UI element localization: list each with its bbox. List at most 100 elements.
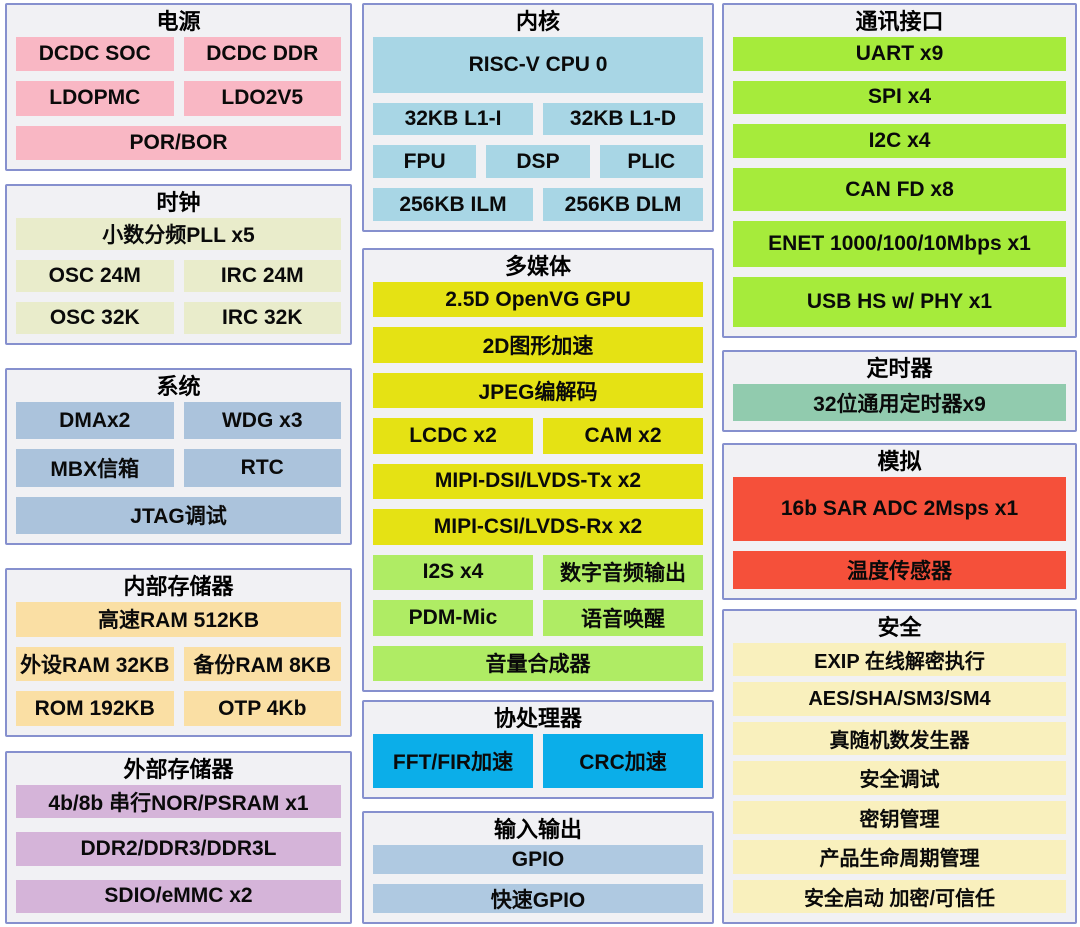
system-row: DMAx2 WDG x3 — [16, 402, 341, 440]
panel-timer-title: 定时器 — [866, 356, 933, 381]
clock-row: OSC 32K IRC 32K — [16, 302, 341, 334]
coprocessor-row: FFT/FIR加速 CRC加速 — [373, 734, 703, 788]
jpeg-codec-block: JPEG编解码 — [373, 372, 703, 409]
multimedia-row: PDM-Mic 语音唤醒 — [373, 600, 703, 636]
multimedia-row: JPEG编解码 — [373, 372, 703, 409]
panel-coprocessor: 协处理器 FFT/FIR加速 CRC加速 — [362, 700, 714, 799]
comm-row: ENET 1000/100/10Mbps x1 — [733, 221, 1066, 267]
power-row: LDOPMC LDO2V5 — [16, 81, 341, 116]
enet-x1-block: ENET 1000/100/10Mbps x1 — [733, 221, 1066, 267]
dma-x2-block: DMAx2 — [16, 402, 174, 440]
fractional-pll-x5-block: 小数分频PLL x5 — [16, 218, 341, 250]
panel-analog-rows: 16b SAR ADC 2Msps x1 温度传感器 — [733, 477, 1066, 589]
panel-system-rows: DMAx2 WDG x3 MBX信箱 RTC JTAG调试 — [16, 402, 341, 534]
panel-io: 输入输出 GPIO 快速GPIO — [362, 811, 714, 924]
security-row: 安全启动 加密/可信任 — [733, 879, 1066, 913]
panel-power: 电源 DCDC SOC DCDC DDR LDOPMC LDO2V5 POR/BOR — [5, 3, 352, 171]
panel-timer: 定时器 32位通用定时器x9 — [722, 350, 1077, 432]
security-row: EXIP 在线解密执行 — [733, 643, 1066, 677]
mipi-dsi-lvds-tx-x2-block: MIPI-DSI/LVDS-Tx x2 — [373, 463, 703, 500]
io-row: GPIO — [373, 845, 703, 874]
panel-analog-title: 模拟 — [877, 449, 922, 474]
secure-debug-block: 安全调试 — [733, 761, 1066, 795]
aes-sha-sm3-sm4-block: AES/SHA/SM3/SM4 — [733, 682, 1066, 716]
security-row: AES/SHA/SM3/SM4 — [733, 682, 1066, 716]
rtc-block: RTC — [183, 449, 341, 487]
ldo2v5-block: LDO2V5 — [183, 81, 341, 116]
panel-coprocessor-rows: FFT/FIR加速 CRC加速 — [373, 734, 703, 788]
wdg-x3-block: WDG x3 — [183, 402, 341, 440]
risc-v-cpu-0-block: RISC-V CPU 0 — [373, 37, 703, 93]
periph-ram-32kb-block: 外设RAM 32KB — [16, 646, 174, 682]
extmem-row: 4b/8b 串行NOR/PSRAM x1 — [16, 785, 341, 819]
core-row: 256KB ILM 256KB DLM — [373, 188, 703, 221]
system-row: JTAG调试 — [16, 496, 341, 534]
secure-boot-block: 安全启动 加密/可信任 — [733, 879, 1066, 913]
usb-hs-phy-x1-block: USB HS w/ PHY x1 — [733, 276, 1066, 327]
panel-comm-interfaces-title: 通讯接口 — [855, 9, 944, 34]
irc-24m-block: IRC 24M — [183, 260, 341, 292]
intmem-row: 高速RAM 512KB — [16, 602, 341, 637]
intmem-row: 外设RAM 32KB 备份RAM 8KB — [16, 646, 341, 682]
dcdc-soc-block: DCDC SOC — [16, 37, 174, 72]
panel-timer-rows: 32位通用定时器x9 — [733, 384, 1066, 421]
system-row: MBX信箱 RTC — [16, 449, 341, 487]
dsp-block: DSP — [486, 145, 590, 179]
panel-core: 内核 RISC-V CPU 0 32KB L1-I 32KB L1-D FPU DSP P… — [362, 3, 714, 232]
panel-clock-rows: 小数分频PLL x5 OSC 24M IRC 24M OSC 32K IRC 32K — [16, 218, 341, 334]
irc-32k-block: IRC 32K — [183, 302, 341, 334]
core-row: FPU DSP PLIC — [373, 145, 703, 179]
jtag-debug-block: JTAG调试 — [16, 496, 341, 534]
pdm-mic-block: PDM-Mic — [373, 600, 533, 636]
gp-timer-32bit-x9-block: 32位通用定时器x9 — [733, 384, 1066, 421]
clock-row: 小数分频PLL x5 — [16, 218, 341, 250]
gpio-block: GPIO — [373, 845, 703, 874]
mbx-mailbox-block: MBX信箱 — [16, 449, 174, 487]
security-row: 真随机数发生器 — [733, 721, 1066, 756]
i2c-x4-block: I2C x4 — [733, 124, 1066, 158]
panel-clock-title: 时钟 — [156, 190, 201, 215]
mipi-csi-lvds-rx-x2-block: MIPI-CSI/LVDS-Rx x2 — [373, 509, 703, 545]
panel-internal-memory: 内部存储器 高速RAM 512KB 外设RAM 32KB 备份RAM 8KB ROM … — [5, 568, 352, 737]
openvg-gpu-block: 2.5D OpenVG GPU — [373, 282, 703, 318]
multimedia-row: I2S x4 数字音频输出 — [373, 554, 703, 591]
exip-inline-decrypt-block: EXIP 在线解密执行 — [733, 643, 1066, 677]
comm-row: CAN FD x8 — [733, 167, 1066, 212]
security-row: 产品生命周期管理 — [733, 840, 1066, 874]
l1-i-32kb-block: 32KB L1-I — [373, 102, 533, 136]
dlm-256kb-block: 256KB DLM — [543, 188, 703, 221]
serial-nor-psram-x1-block: 4b/8b 串行NOR/PSRAM x1 — [16, 785, 341, 819]
i2s-x4-block: I2S x4 — [373, 554, 533, 591]
por-bor-block: POR/BOR — [16, 125, 341, 160]
extmem-row: DDR2/DDR3/DDR3L — [16, 832, 341, 866]
key-management-block: 密钥管理 — [733, 800, 1066, 835]
security-row: 安全调试 — [733, 761, 1066, 795]
panel-internal-memory-rows: 高速RAM 512KB 外设RAM 32KB 备份RAM 8KB ROM 192KB O… — [16, 602, 341, 727]
panel-security-rows: EXIP 在线解密执行 AES/SHA/SM3/SM4 真随机数发生器 安全调试密钥管… — [733, 643, 1066, 913]
multimedia-row: 2.5D OpenVG GPU — [373, 282, 703, 318]
analog-row: 16b SAR ADC 2Msps x1 — [733, 477, 1066, 541]
power-row: DCDC SOC DCDC DDR — [16, 37, 341, 72]
analog-row: 温度传感器 — [733, 550, 1066, 589]
security-row: 密钥管理 — [733, 800, 1066, 835]
panel-clock: 时钟 小数分频PLL x5 OSC 24M IRC 24M OSC 32K IRC 32… — [5, 184, 352, 345]
backup-ram-8kb-block: 备份RAM 8KB — [183, 646, 341, 682]
clock-row: OSC 24M IRC 24M — [16, 260, 341, 292]
dcdc-ddr-block: DCDC DDR — [183, 37, 341, 72]
panel-multimedia-rows: 2.5D OpenVG GPU 2D图形加速 JPEG编解码 LCDC x2 CAM x… — [373, 282, 703, 681]
digital-audio-out-block: 数字音频输出 — [543, 554, 703, 591]
core-row: RISC-V CPU 0 — [373, 37, 703, 93]
hs-ram-512kb-block: 高速RAM 512KB — [16, 602, 341, 637]
can-fd-x8-block: CAN FD x8 — [733, 167, 1066, 212]
extmem-row: SDIO/eMMC x2 — [16, 879, 341, 913]
lcdc-x2-block: LCDC x2 — [373, 418, 533, 454]
sar-adc-16b-block: 16b SAR ADC 2Msps x1 — [733, 477, 1066, 541]
product-lifecycle-mgmt-block: 产品生命周期管理 — [733, 840, 1066, 874]
multimedia-row: 音量合成器 — [373, 645, 703, 681]
multimedia-row: MIPI-CSI/LVDS-Rx x2 — [373, 509, 703, 545]
multimedia-row: LCDC x2 CAM x2 — [373, 418, 703, 454]
plic-block: PLIC — [599, 145, 703, 179]
core-row: 32KB L1-I 32KB L1-D — [373, 102, 703, 136]
panel-analog: 模拟 16b SAR ADC 2Msps x1 温度传感器 — [722, 443, 1077, 600]
panel-power-rows: DCDC SOC DCDC DDR LDOPMC LDO2V5 POR/BOR — [16, 37, 341, 160]
